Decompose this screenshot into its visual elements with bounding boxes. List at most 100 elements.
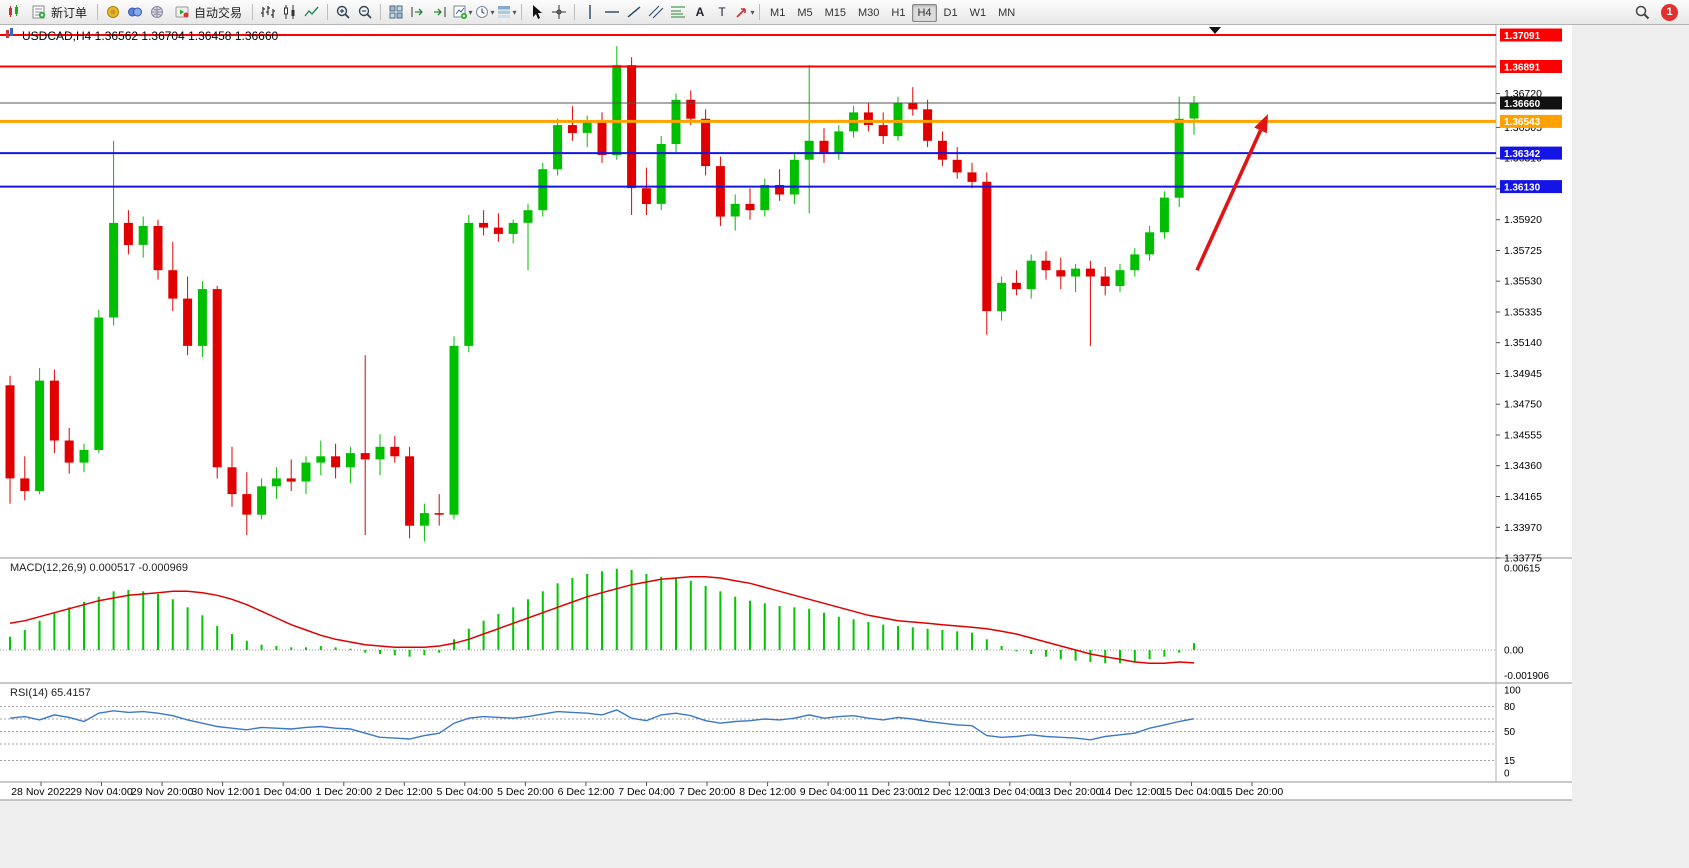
- candle-body: [331, 456, 341, 468]
- candle-body: [227, 467, 237, 495]
- candle-body: [567, 125, 577, 133]
- new-order-button[interactable]: 新订单: [25, 2, 93, 22]
- candle-body: [1026, 260, 1036, 290]
- horizontal-line-icon[interactable]: [601, 2, 623, 22]
- candle-body: [109, 222, 119, 318]
- periods-icon[interactable]: ▾: [473, 2, 495, 22]
- time-tick-label: 2 Dec 12:00: [376, 786, 433, 798]
- candle-body: [375, 446, 385, 460]
- candle-body: [745, 203, 755, 211]
- candle-body: [479, 222, 489, 228]
- vertical-line-icon[interactable]: [579, 2, 601, 22]
- timeframe-d1-button[interactable]: D1: [943, 7, 958, 19]
- macd-scale-label: 0.00: [1504, 646, 1524, 657]
- arrows-icon[interactable]: ▾: [733, 2, 755, 22]
- candle-body: [1130, 254, 1140, 271]
- new-chart-icon[interactable]: ▾: [451, 2, 473, 22]
- price-tick-label: 1.34555: [1504, 430, 1542, 442]
- candle-body: [834, 131, 844, 154]
- timeframe-h4-button[interactable]: H4: [912, 4, 937, 22]
- timeframe-w1-button[interactable]: W1: [969, 7, 987, 19]
- zoom-in-icon[interactable]: [332, 2, 354, 22]
- candle-body: [982, 181, 992, 312]
- trendline-icon[interactable]: [623, 2, 645, 22]
- candle-body: [923, 109, 933, 141]
- fibonacci-icon[interactable]: [667, 2, 689, 22]
- data-window-icon[interactable]: [124, 2, 146, 22]
- candle-body: [168, 270, 178, 299]
- rsi-scale-label: 15: [1504, 756, 1516, 767]
- autotrading-button[interactable]: 自动交易: [168, 2, 248, 22]
- market-watch-icon[interactable]: [102, 2, 124, 22]
- candle-body: [405, 456, 415, 526]
- time-tick-label: 13 Dec 20:00: [1039, 786, 1102, 798]
- candle-body: [464, 222, 474, 346]
- candlestick-chart-icon[interactable]: [279, 2, 301, 22]
- candle-body: [212, 289, 222, 468]
- chart-shift-icon[interactable]: [429, 2, 451, 22]
- candle-body: [1115, 270, 1125, 286]
- zoom-out-icon[interactable]: [354, 2, 376, 22]
- svg-text:A: A: [696, 5, 705, 19]
- price-label-box: [1500, 146, 1562, 160]
- time-tick-label: 14 Dec 12:00: [1100, 786, 1163, 798]
- timeframe-m1-button[interactable]: M1: [770, 7, 786, 19]
- candle-body: [35, 380, 45, 491]
- bar-chart-icon[interactable]: [257, 2, 279, 22]
- chart-shift-marker[interactable]: [1209, 27, 1221, 34]
- price-tick-label: 1.35335: [1504, 307, 1542, 319]
- price-tick-label: 1.34360: [1504, 460, 1542, 472]
- candle-body: [271, 478, 281, 487]
- candle-body: [434, 513, 444, 515]
- candle-body: [1085, 268, 1095, 277]
- tile-windows-icon[interactable]: [385, 2, 407, 22]
- auto-scroll-icon[interactable]: [407, 2, 429, 22]
- channel-icon[interactable]: [645, 2, 667, 22]
- timeframe-h1-button[interactable]: H1: [891, 7, 906, 19]
- search-icon[interactable]: [1631, 2, 1653, 22]
- rsi-scale-label: 80: [1504, 702, 1516, 713]
- price-label-text: 1.37091: [1504, 31, 1541, 42]
- candle-body: [1041, 260, 1051, 271]
- candle-body: [316, 456, 326, 463]
- timeframe-m30-button[interactable]: M30: [858, 7, 880, 19]
- trend-arrow[interactable]: [1195, 129, 1263, 271]
- toolbar-separator: [380, 4, 382, 20]
- line-chart-icon[interactable]: [301, 2, 323, 22]
- rsi-line: [9, 709, 1195, 741]
- timeframe-mn-button[interactable]: MN: [998, 7, 1016, 19]
- price-label-box: [1500, 180, 1562, 194]
- candle-body: [1056, 270, 1066, 277]
- candle-body: [64, 440, 74, 463]
- price-label-text: 1.36543: [1504, 117, 1541, 128]
- timeframe-m15-button[interactable]: M15: [824, 7, 846, 19]
- toolbar-separator: [97, 4, 99, 20]
- candle-body: [1100, 276, 1110, 286]
- timeframe-m5-button[interactable]: M5: [797, 7, 813, 19]
- candle-body: [1189, 103, 1199, 119]
- timeframe-group: M1 M5 M15 M30 H1 H4 D1 W1 MN: [764, 3, 1021, 22]
- crosshair-icon[interactable]: [548, 2, 570, 22]
- price-label-box: [1500, 60, 1562, 73]
- templates-icon[interactable]: ▾: [495, 2, 517, 22]
- candle-body: [997, 282, 1007, 312]
- price-label-text: 1.36342: [1504, 149, 1541, 160]
- web-community-icon[interactable]: [146, 2, 168, 22]
- candles: [5, 46, 1199, 542]
- time-tick-label: 8 Dec 12:00: [739, 786, 796, 798]
- macd-scale-label: 0.00615: [1504, 564, 1541, 575]
- candle-body: [449, 345, 459, 515]
- chart-canvas[interactable]: 1.367201.365051.363101.361151.359201.357…: [0, 25, 1689, 863]
- candle-body: [789, 159, 799, 195]
- notification-badge[interactable]: 1: [1661, 3, 1678, 21]
- time-tick-label: 1 Dec 04:00: [255, 786, 312, 798]
- price-scale[interactable]: 1.367201.365051.363101.361151.359201.357…: [1496, 28, 1562, 565]
- candle-body: [937, 140, 947, 160]
- title-candle-icon: [10, 28, 13, 36]
- price-label-text: 1.36130: [1504, 182, 1541, 193]
- cursor-icon[interactable]: [526, 2, 548, 22]
- text-label-icon[interactable]: T: [711, 2, 733, 22]
- text-icon[interactable]: A: [689, 2, 711, 22]
- trend-arrow-head[interactable]: [1254, 114, 1268, 134]
